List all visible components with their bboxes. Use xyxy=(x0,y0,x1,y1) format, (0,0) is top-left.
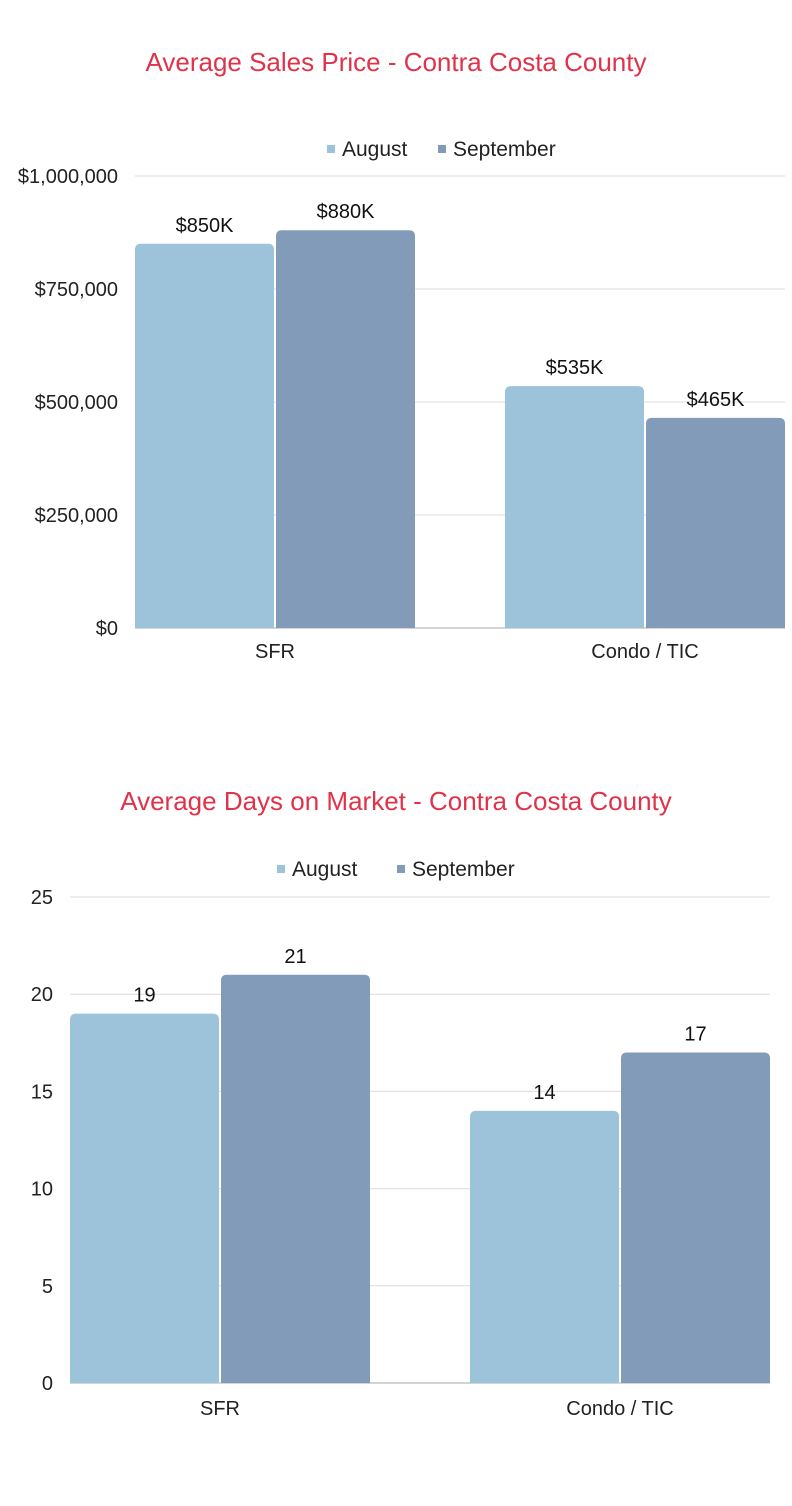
y-tick-label: 20 xyxy=(31,984,53,1006)
y-tick-label: $500,000 xyxy=(35,392,118,414)
data-label: 19 xyxy=(133,985,155,1007)
bar-august-condo-tic xyxy=(470,1110,619,1383)
y-tick-label: $0 xyxy=(96,618,118,640)
data-label: $535K xyxy=(546,357,604,379)
x-category-label: Condo / TIC xyxy=(591,641,698,663)
days-on-market-bars xyxy=(70,974,770,1383)
legend-swatch-august xyxy=(277,865,285,873)
y-tick-label: $1,000,000 xyxy=(18,166,118,188)
data-label: $850K xyxy=(176,215,234,237)
sales-price-data-labels: $850K $880K $535K $465K xyxy=(176,201,745,411)
data-label: 17 xyxy=(684,1024,706,1046)
sales-price-bars xyxy=(135,230,785,629)
bar-september-sfr xyxy=(221,974,370,1383)
y-tick-label: 5 xyxy=(42,1276,53,1298)
days-on-market-chart: Average Days on Market - Contra Costa Co… xyxy=(31,786,770,1420)
legend-swatch-september xyxy=(438,145,446,153)
x-category-label: SFR xyxy=(200,1398,240,1420)
days-on-market-data-labels: 19 21 14 17 xyxy=(133,946,706,1104)
data-label: 21 xyxy=(284,946,306,968)
y-tick-label: $250,000 xyxy=(35,505,118,527)
bar-august-condo-tic xyxy=(505,386,644,628)
legend-swatch-september xyxy=(397,865,405,873)
bar-september-condo-tic xyxy=(621,1052,770,1383)
sales-price-chart: Average Sales Price - Contra Costa Count… xyxy=(18,47,785,663)
sales-price-x-axis: SFR Condo / TIC xyxy=(255,641,699,663)
y-tick-label: 10 xyxy=(31,1179,53,1201)
days-on-market-y-axis: 0 5 10 15 20 25 xyxy=(31,887,53,1395)
bar-august-sfr xyxy=(70,1013,219,1383)
data-label: 14 xyxy=(533,1082,555,1104)
bar-august-sfr xyxy=(135,243,274,629)
y-tick-label: $750,000 xyxy=(35,279,118,301)
x-category-label: SFR xyxy=(255,641,295,663)
sales-price-y-axis: $0 $250,000 $500,000 $750,000 $1,000,000 xyxy=(18,166,118,640)
legend-swatch-august xyxy=(327,145,335,153)
y-tick-label: 15 xyxy=(31,1081,53,1103)
sales-price-chart-title: Average Sales Price - Contra Costa Count… xyxy=(146,47,647,77)
legend-label-august: August xyxy=(292,858,358,881)
y-tick-label: 0 xyxy=(42,1373,53,1395)
legend-label-september: September xyxy=(412,858,515,881)
x-category-label: Condo / TIC xyxy=(566,1398,673,1420)
sales-price-legend: August September xyxy=(327,138,556,161)
days-on-market-x-axis: SFR Condo / TIC xyxy=(200,1398,674,1420)
days-on-market-chart-title: Average Days on Market - Contra Costa Co… xyxy=(120,786,672,816)
days-on-market-legend: August September xyxy=(277,858,515,881)
data-label: $880K xyxy=(317,201,375,223)
legend-label-august: August xyxy=(342,138,408,161)
legend-label-september: September xyxy=(453,138,556,161)
data-label: $465K xyxy=(687,389,745,411)
y-tick-label: 25 xyxy=(31,887,53,909)
bar-september-sfr xyxy=(276,230,415,629)
bar-september-condo-tic xyxy=(646,417,785,628)
